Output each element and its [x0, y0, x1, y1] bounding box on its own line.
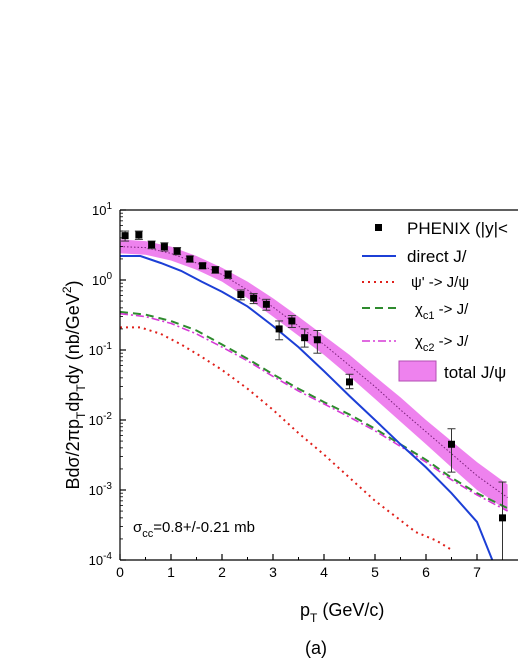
x-tick-label: 1: [167, 564, 175, 580]
legend-swatch-total: [398, 360, 437, 382]
x-tick-label: 0: [116, 564, 124, 580]
legend-label-chi-c2: χc2 -> J/: [415, 333, 469, 354]
data-point: [211, 266, 219, 274]
data-point: [499, 514, 506, 522]
data-point: [160, 243, 168, 251]
x-tick-label: 5: [371, 564, 379, 580]
data-point: [148, 241, 156, 249]
data-point: [262, 300, 270, 308]
data-point: [199, 262, 207, 270]
data-point: [224, 270, 232, 278]
total-center-line: [120, 246, 508, 499]
cross-section-annotation: σcc=0.8+/-0.21 mb: [133, 519, 255, 540]
x-tick-label: 6: [422, 564, 430, 580]
figure-caption: (a): [305, 638, 327, 658]
data-point: [275, 325, 283, 333]
data-point: [237, 291, 245, 299]
y-tick-label: 10-4: [89, 551, 113, 568]
x-tick-label: 4: [320, 564, 328, 580]
legend-label-psi-prime: ψ' -> J/ψ: [411, 274, 469, 291]
series-line-chi-c1: [120, 310, 509, 510]
data-point: [448, 440, 455, 448]
x-axis-label: pT (GeV/c): [300, 600, 384, 625]
y-tick-label: 10-1: [89, 341, 113, 358]
legend-label-direct: direct J/: [407, 247, 467, 266]
y-tick-label: 100: [92, 271, 112, 288]
y-axis-label: Bdσ/2πpTdpTdy (nb/GeV2): [60, 280, 88, 489]
legend-label-phenix: PHENIX (|y|<: [407, 219, 508, 238]
data-point: [250, 294, 258, 302]
legend-label-total: total J/ψ: [444, 363, 506, 382]
series-line-chi-c2: [120, 312, 508, 512]
legend: PHENIX (|y|< direct J/ ψ' -> J/ψ χc1 -> …: [362, 219, 508, 382]
data-point: [346, 378, 353, 386]
data-point: [135, 231, 143, 239]
legend-marker-phenix: [375, 224, 382, 231]
y-tick-label: 10-3: [89, 481, 113, 498]
x-tick-label: 2: [218, 564, 226, 580]
x-tick-label: 7: [473, 564, 481, 580]
series-line-direct: [120, 255, 494, 560]
data-point: [288, 317, 296, 325]
data-point: [313, 336, 321, 344]
data-point: [301, 334, 309, 342]
legend-label-chi-c1: χc1 -> J/: [415, 301, 469, 322]
data-point: [173, 247, 181, 255]
data-point: [186, 255, 194, 263]
y-tick-label: 10-2: [89, 411, 113, 428]
x-tick-label: 3: [269, 564, 277, 580]
data-point: [121, 232, 129, 240]
y-tick-label: 101: [92, 201, 112, 218]
